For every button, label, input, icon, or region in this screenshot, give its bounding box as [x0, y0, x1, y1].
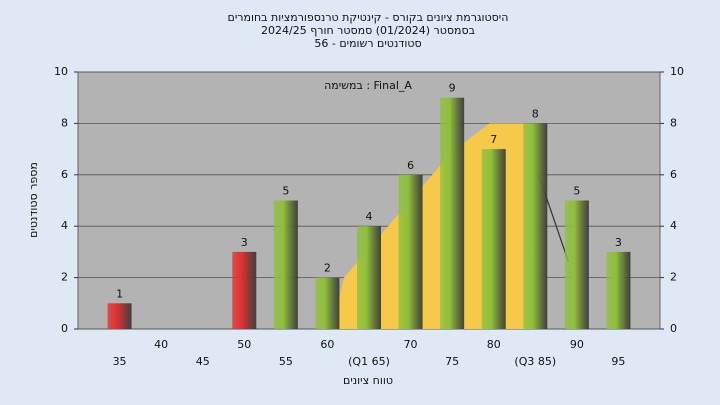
y-tick-label: 10 [54, 65, 68, 78]
x-tick-label: (Q3 85) [514, 355, 556, 368]
bar [273, 200, 298, 329]
data-label: 5 [282, 185, 289, 198]
y-tick-label: 0 [61, 322, 68, 335]
bar [606, 251, 631, 329]
data-label: 7 [490, 133, 497, 146]
bar [564, 200, 589, 329]
x-tick-label: 55 [279, 355, 293, 368]
data-label: 5 [573, 185, 580, 198]
x-tick-label: 95 [611, 355, 625, 368]
y2-tick-label: 10 [670, 65, 684, 78]
data-label: 8 [532, 107, 539, 120]
y2-tick-label: 6 [670, 168, 677, 181]
x-tick-label: 60 [320, 338, 334, 351]
data-label: 9 [449, 82, 456, 95]
bar [357, 226, 381, 329]
y2-tick-label: 8 [670, 116, 677, 129]
y-tick-label: 6 [61, 168, 68, 181]
chart-title: היסטוגרמת ציונים בקורס - קינטיקת טרנספור… [228, 11, 509, 24]
y-tick-label: 4 [61, 219, 68, 232]
x-axis-label: טווח ציונים [343, 374, 393, 387]
x-tick-label: 90 [570, 338, 584, 351]
y2-tick-label: 2 [670, 271, 677, 284]
bar [440, 97, 465, 329]
x-tick-label: 35 [113, 355, 127, 368]
x-tick-label: 45 [196, 355, 210, 368]
bar [398, 174, 423, 329]
y-tick-label: 2 [61, 271, 68, 284]
x-tick-label: (Q1 65) [348, 355, 390, 368]
x-tick-label: 40 [154, 338, 168, 351]
y-tick-label: 8 [61, 116, 68, 129]
data-label: 3 [241, 236, 248, 249]
data-label: 3 [615, 236, 622, 249]
chart-subtitle: סטודנטים רשומים - 56 [314, 37, 421, 50]
x-tick-label: 80 [487, 338, 501, 351]
bar [232, 251, 257, 329]
x-tick-label: 70 [404, 338, 418, 351]
bar [523, 123, 548, 330]
bar [481, 149, 506, 329]
y2-tick-label: 4 [670, 219, 677, 232]
chart-subtitle: בסמסטר (01/2024) סמסטר חורף 2024/25 [261, 24, 475, 37]
data-label: 1 [116, 287, 123, 300]
x-tick-label: 50 [237, 338, 251, 351]
bar [315, 277, 340, 329]
data-label: 4 [366, 210, 373, 223]
x-tick-label: 75 [445, 355, 459, 368]
data-label: 2 [324, 262, 331, 275]
bar [107, 303, 132, 329]
y2-tick-label: 0 [670, 322, 677, 335]
annotation: במשימה : Final_A [324, 79, 412, 92]
y-axis-label: מספר סטודנטים [27, 162, 40, 238]
data-label: 6 [407, 159, 414, 172]
